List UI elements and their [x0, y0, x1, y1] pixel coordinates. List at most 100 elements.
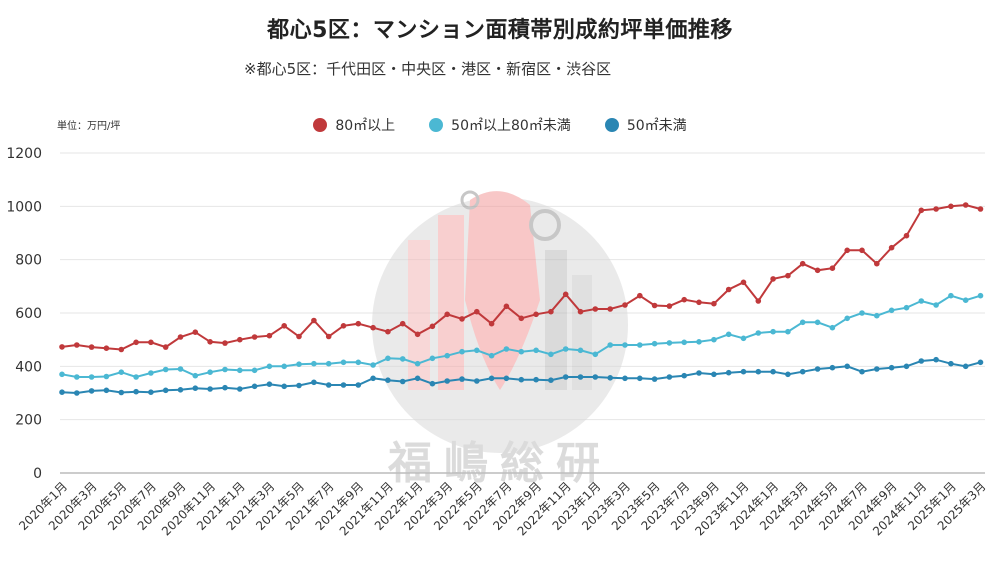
data-point	[444, 311, 451, 318]
data-point	[399, 378, 406, 385]
data-point	[429, 323, 436, 330]
data-point	[859, 368, 865, 375]
data-point	[577, 374, 584, 380]
data-point	[488, 320, 495, 327]
x-axis: 2020年1月2020年3月2020年5月2020年7月2020年9月2020年…	[16, 479, 988, 538]
data-point	[829, 364, 836, 371]
data-point	[251, 367, 258, 374]
data-point	[355, 359, 362, 366]
data-point	[340, 359, 347, 366]
data-point	[207, 369, 213, 376]
data-point	[192, 329, 199, 336]
data-point	[133, 374, 139, 380]
data-point	[888, 364, 895, 371]
data-point	[622, 375, 628, 382]
data-point	[237, 367, 243, 374]
data-point	[770, 328, 776, 335]
data-point	[770, 276, 776, 282]
data-point	[755, 368, 762, 375]
data-point	[799, 319, 806, 326]
data-point	[962, 363, 969, 370]
data-point	[355, 382, 362, 388]
data-point	[266, 332, 273, 339]
data-point	[340, 323, 347, 329]
data-point	[785, 371, 791, 378]
data-point	[814, 366, 821, 372]
data-point	[59, 371, 65, 378]
data-point	[251, 334, 258, 340]
watermark-building-2	[438, 215, 464, 390]
legend-marker-s3	[604, 118, 619, 132]
legend-label-s2: 50㎡以上80㎡未満	[451, 118, 571, 134]
data-point	[459, 348, 465, 355]
data-point	[237, 336, 243, 343]
data-point	[725, 369, 732, 376]
data-point	[444, 378, 451, 384]
data-point	[874, 260, 880, 267]
data-point	[385, 355, 391, 362]
data-point	[533, 347, 539, 354]
data-point	[977, 206, 984, 212]
y-axis: 0 200 400 600 800 1000 1200	[6, 146, 42, 482]
data-point	[370, 324, 376, 331]
data-point	[592, 306, 599, 312]
data-point	[88, 344, 95, 350]
y-tick-label: 1200	[6, 146, 42, 162]
data-point	[325, 382, 332, 388]
data-point	[103, 373, 110, 380]
data-point	[385, 328, 391, 335]
legend-item-s2: 50㎡以上80㎡未満	[429, 115, 571, 135]
data-point	[681, 372, 687, 379]
legend-label-s1: 80㎡以上	[335, 118, 396, 134]
data-point	[918, 298, 925, 304]
data-point	[918, 358, 925, 364]
data-point	[399, 356, 406, 362]
data-point	[59, 389, 65, 396]
data-point	[607, 306, 613, 312]
data-point	[429, 380, 436, 387]
data-point	[459, 376, 465, 382]
data-point	[474, 378, 480, 384]
data-point	[859, 310, 865, 316]
data-point	[622, 302, 628, 308]
data-point	[696, 339, 702, 345]
data-point	[74, 342, 80, 348]
watermark-figure	[465, 191, 540, 390]
data-point	[266, 381, 273, 388]
data-point	[207, 339, 213, 345]
data-point	[548, 308, 554, 315]
data-point	[459, 316, 465, 322]
data-point	[562, 291, 569, 298]
data-point	[488, 352, 495, 359]
data-point	[874, 312, 880, 319]
data-point	[888, 244, 895, 251]
data-point	[711, 300, 717, 307]
data-point	[977, 292, 984, 299]
data-point	[399, 320, 406, 327]
data-point	[933, 356, 939, 363]
y-tick-label: 400	[15, 359, 42, 375]
watermark-building-3	[545, 250, 567, 390]
data-point	[844, 363, 850, 370]
data-point	[948, 203, 954, 210]
watermark-text: 福嶋総研	[387, 438, 612, 489]
data-point	[562, 346, 569, 352]
data-point	[296, 361, 302, 368]
y-tick-label: 200	[15, 413, 42, 429]
data-point	[844, 247, 850, 254]
data-point	[325, 360, 332, 367]
data-point	[103, 345, 110, 352]
data-point	[844, 315, 850, 322]
data-point	[518, 376, 525, 383]
data-point	[918, 207, 925, 214]
data-point	[118, 346, 125, 353]
data-point	[696, 370, 702, 376]
data-point	[948, 292, 954, 299]
data-point	[177, 366, 184, 372]
data-point	[59, 344, 65, 350]
data-point	[162, 366, 169, 373]
data-point	[666, 374, 673, 380]
data-point	[948, 360, 954, 367]
series-lines	[59, 202, 984, 396]
data-point	[814, 267, 821, 274]
